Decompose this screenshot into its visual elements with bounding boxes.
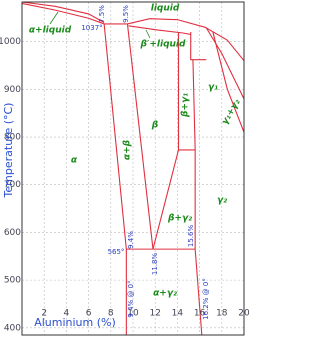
annotation: 15.6% bbox=[187, 225, 195, 248]
x-tick-label: 8 bbox=[108, 309, 114, 319]
annotation: α+β bbox=[123, 140, 133, 160]
x-axis-title: Aluminium (%) bbox=[34, 316, 116, 329]
y-tick-label: 500 bbox=[4, 276, 21, 286]
annotation: 7.5% bbox=[98, 5, 106, 23]
annotation: 565° bbox=[108, 248, 125, 256]
annotation: γ₁+γ₂ bbox=[220, 98, 243, 127]
x-tick-label: 4 bbox=[64, 309, 70, 319]
plot-frame bbox=[21, 1, 245, 336]
x-tick-label: 2 bbox=[41, 309, 47, 319]
annotation: 9.5% bbox=[122, 5, 130, 23]
phase-boundaries bbox=[21, 1, 245, 336]
x-tick-label: 18 bbox=[216, 309, 228, 319]
phase-boundary bbox=[190, 32, 207, 61]
annotation: 11.8% bbox=[151, 253, 159, 276]
phase-boundary bbox=[21, 2, 105, 25]
phase-boundary bbox=[128, 25, 191, 35]
x-tick-label: 14 bbox=[172, 309, 184, 319]
y-tick-label: 600 bbox=[4, 228, 21, 238]
y-axis-title: Temperature (°C) bbox=[2, 103, 15, 199]
annotation: α+γ₂ bbox=[153, 289, 177, 299]
arrow bbox=[49, 11, 59, 25]
annotation: 9.4% bbox=[127, 231, 135, 249]
y-tick-label: 800 bbox=[4, 133, 21, 143]
arrow bbox=[145, 29, 151, 39]
annotation: β+γ₁ bbox=[181, 93, 191, 118]
y-tick-label: 400 bbox=[4, 323, 21, 333]
phase-boundary bbox=[126, 23, 154, 250]
labels: 2 4 6 8 10 12 14 16 18 204005006007008009001000li… bbox=[0, 4, 250, 334]
phase-boundary bbox=[192, 59, 196, 150]
pointer-arrows bbox=[49, 11, 151, 39]
y-tick-label: 700 bbox=[4, 180, 21, 190]
chart: 2 4 6 8 10 12 14 16 18 204005006007008009001000li… bbox=[0, 1, 250, 336]
x-tick-label: 6 bbox=[86, 309, 92, 319]
annotation: β+γ₂ bbox=[167, 214, 192, 224]
phase-boundary bbox=[127, 18, 245, 62]
annotation: β′+liquid bbox=[140, 40, 186, 50]
annotation: 9.4% @ 0° bbox=[127, 280, 135, 317]
annotation: α bbox=[71, 156, 78, 166]
y-tick-label: 1000 bbox=[0, 37, 21, 47]
phase-boundary bbox=[212, 31, 245, 133]
x-tick-label: 10 bbox=[127, 309, 139, 319]
annotation: 16.2% @ 0° bbox=[202, 278, 210, 320]
annotation: 1037° bbox=[81, 24, 102, 32]
phase-boundary bbox=[21, 1, 105, 23]
annotation: β bbox=[151, 121, 158, 131]
annotation: α+liquid bbox=[29, 26, 72, 36]
phase-boundary bbox=[205, 27, 245, 100]
annotation: γ₁ bbox=[208, 83, 218, 93]
phase-boundary bbox=[194, 249, 203, 336]
annotation: liquid bbox=[151, 4, 180, 14]
y-tick-label: 900 bbox=[4, 85, 21, 95]
phase-boundary bbox=[103, 23, 127, 335]
x-tick-label: 12 bbox=[149, 309, 160, 319]
annotation: γ₂ bbox=[217, 196, 227, 206]
x-tick-label: 16 bbox=[194, 309, 206, 319]
